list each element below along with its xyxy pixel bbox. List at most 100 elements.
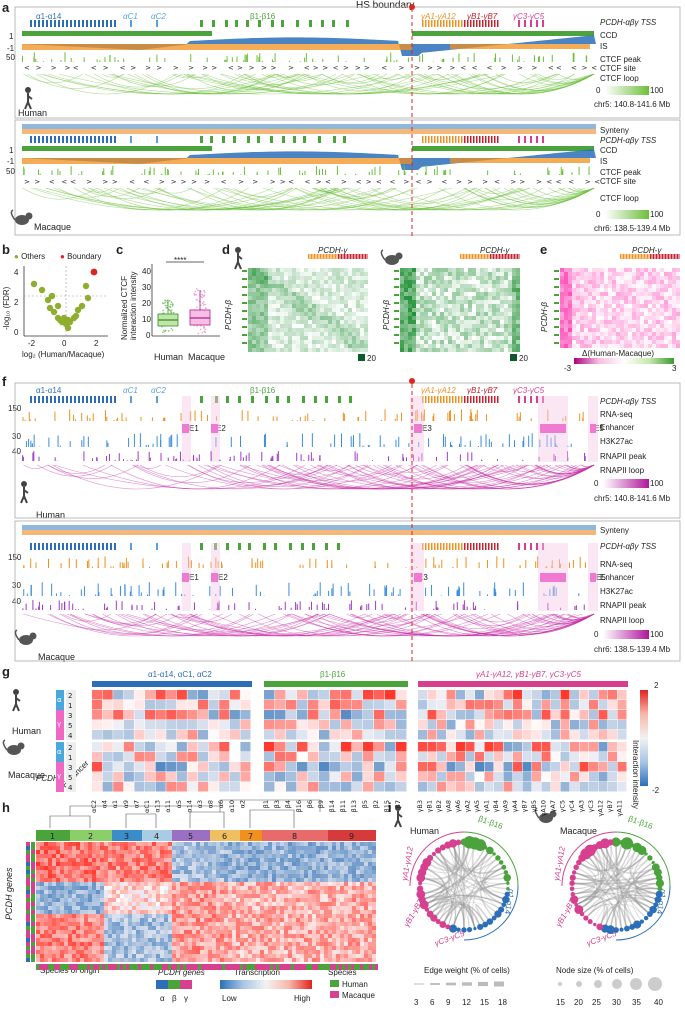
e-diff-heat-cell: [604, 300, 608, 304]
d-human-heat-cell: [264, 328, 268, 332]
d-macaque-heat-cell: [404, 272, 408, 276]
h-heat-cell: [340, 846, 344, 850]
g-h-alpha-cell: [123, 730, 134, 740]
d-macaque-heat-cell: [496, 268, 500, 272]
d-macaque-heat-cell: [508, 272, 512, 276]
d-human-heat-cell: [332, 328, 336, 332]
d-m-top-tss: [467, 254, 469, 259]
h-heat-cell: [48, 842, 52, 846]
h-heat-cell: [52, 866, 56, 870]
f-m-tss-beta: [214, 543, 217, 550]
d-h-top-tss: [365, 254, 366, 259]
a-m-ctcf-loop: [156, 187, 192, 194]
h-heat-cell: [232, 862, 236, 866]
d-human-heat-cell: [324, 284, 328, 288]
h-heat-cell: [296, 854, 300, 858]
d-human-heat-cell: [300, 344, 304, 348]
g-m-beta-cell: [330, 772, 341, 782]
d-human-heat-cell: [312, 336, 316, 340]
d-macaque-heat-cell: [468, 336, 472, 340]
e-diff-heat-cell: [608, 340, 612, 344]
d-human-heat-cell: [312, 340, 316, 344]
a-h-ctcf-loop: [261, 73, 284, 78]
d-human-heat-cell: [312, 304, 316, 308]
h-heat-cell: [252, 866, 256, 870]
d-macaque-heat-cell: [440, 308, 444, 312]
h-heat-cell: [192, 866, 196, 870]
e-diff-heat-cell: [564, 296, 568, 300]
h-heat-cell: [348, 854, 352, 858]
e-diff-heat-cell: [616, 328, 620, 332]
g-m-gamma-cell: [589, 772, 598, 782]
h-heat-cell: [104, 850, 108, 854]
d-human-heat-cell: [260, 340, 264, 344]
d-human-heat-cell: [256, 280, 260, 284]
d-macaque-heat-cell: [508, 344, 512, 348]
f-m-scale-gradient: [603, 630, 649, 639]
h-heat-cell: [84, 866, 88, 870]
d-human-heat-cell: [268, 332, 272, 336]
h-heat-cell: [356, 858, 360, 862]
d-human-heat-cell: [320, 328, 324, 332]
g-h-gamma-cell: [541, 690, 551, 700]
e-diff-heat-cell: [584, 292, 588, 296]
d-macaque-heat-cell: [508, 336, 512, 340]
d-macaque-heat-cell: [484, 288, 488, 292]
g-gamma-gene-2: γB2: [435, 800, 443, 812]
d-human-heat-cell: [272, 296, 276, 300]
d-macaque-heat-cell: [456, 332, 460, 336]
h-heat-cell: [352, 842, 356, 846]
a-h-tss-gc: [518, 20, 520, 27]
d-macaque-heat-cell: [436, 320, 440, 324]
g-h-beta-cell: [396, 690, 407, 700]
f-h-scale-gradient: [603, 479, 649, 488]
d-macaque-heat-cell: [408, 292, 412, 296]
h-heat-cell: [36, 862, 40, 866]
h-heat-cell: [352, 850, 356, 854]
a-m-track-tss: PCDH-αβγ TSS: [600, 136, 657, 145]
g-m-gamma-cell: [427, 742, 437, 752]
d-macaque-heat-cell: [492, 288, 496, 292]
d-macaque-heat-cell: [400, 312, 404, 316]
e-diff-heat-cell: [656, 284, 660, 288]
a-m-ctcf-site: >: [536, 178, 542, 186]
a-h-tss-alpha: [30, 20, 32, 27]
e-diff-heat-cell: [648, 340, 652, 344]
h-heat-cell: [372, 858, 376, 862]
h-heat-cell: [216, 842, 220, 846]
g-m-row-alpha: [56, 742, 64, 762]
d-human-heat-cell: [324, 304, 328, 308]
f-m-enh-e1: E1: [189, 573, 199, 582]
c-ytick-40: 40: [142, 267, 151, 276]
g-h-beta-cell: [330, 720, 341, 730]
h-heat-cell: [200, 842, 204, 846]
i-human-label: Human: [410, 826, 440, 836]
d-macaque-heat-cell: [468, 348, 472, 352]
d-human-heat-cell: [356, 348, 360, 352]
g-m-beta-cell: [319, 752, 330, 762]
h-heat-cell: [352, 866, 356, 870]
g-m-alpha-cell: [187, 752, 198, 762]
f-h-tss-gamma: [461, 396, 463, 403]
f-h-tss-gamma: [470, 396, 472, 403]
a-h-ctcf-site: >: [517, 64, 523, 72]
a-m-tss-gc: [524, 136, 526, 143]
e-diff-heat-cell: [672, 312, 676, 316]
e-diff-heat-cell: [612, 280, 616, 284]
a-h-tss-beta: [309, 20, 312, 27]
g-m-alpha-cell: [198, 752, 209, 762]
g-h-gamma-cell: [560, 730, 570, 740]
d-human-heat-cell: [256, 332, 260, 336]
e-diff-heat-cell: [568, 316, 572, 320]
d-human-heat-cell: [300, 320, 304, 324]
d-macaque-heat-cell: [480, 336, 484, 340]
h-legend-transcription-gradient: [220, 980, 312, 989]
e-diff-heat-cell: [632, 288, 636, 292]
g-h-gamma-cell: [560, 700, 570, 710]
d-macaque-heat-cell: [508, 296, 512, 300]
d-macaque-heat-cell: [492, 344, 496, 348]
g-h-alpha-cell: [92, 720, 103, 730]
h-heat-cell: [140, 866, 144, 870]
e-diff-heat-cell: [652, 284, 656, 288]
d-macaque-heat-cell: [496, 296, 500, 300]
